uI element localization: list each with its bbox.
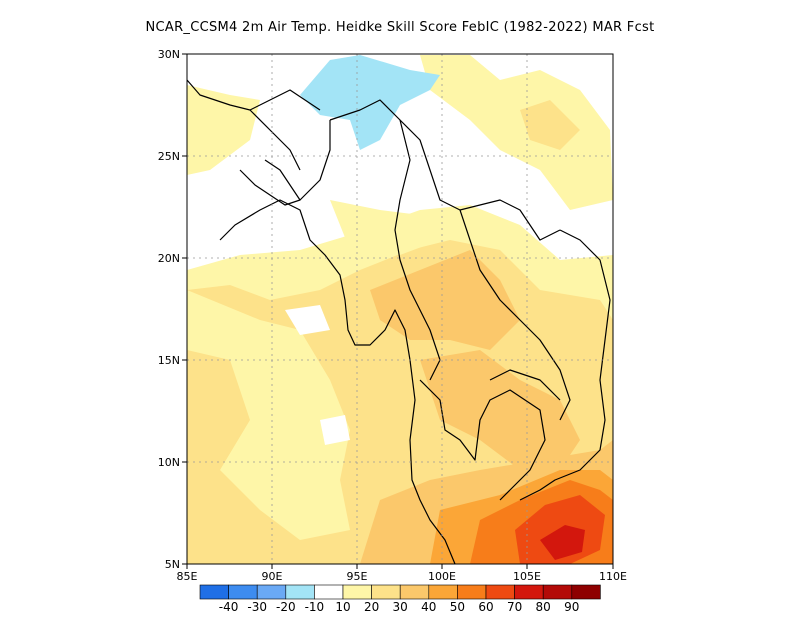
lat-tick-label: 5N	[165, 558, 180, 571]
colorbar-swatch	[399, 584, 430, 600]
lon-axis	[186, 564, 614, 569]
coastlines-and-borders	[187, 79, 611, 564]
skill-field	[187, 54, 613, 564]
lon-tick-label: 105E	[513, 570, 541, 583]
lon-tick-label: 95E	[347, 570, 368, 583]
lat-tick-label: 30N	[158, 48, 180, 61]
colorbar-label: 20	[364, 600, 379, 614]
colorbar-swatch	[342, 584, 372, 600]
plot-frame	[186, 53, 614, 565]
colorbar-swatch	[314, 584, 344, 600]
colorbar-label: 60	[478, 600, 493, 614]
colorbar-swatch	[457, 584, 487, 600]
colorbar-swatch	[256, 584, 287, 600]
lon-tick-label: 100E	[428, 570, 456, 583]
colorbar-swatch	[428, 584, 458, 600]
colorbar-label: 90	[564, 600, 579, 614]
colorbar-swatch	[542, 584, 573, 600]
graticule	[187, 54, 613, 564]
lon-tick-label: 85E	[177, 570, 198, 583]
lon-tick-label: 90E	[262, 570, 283, 583]
lon-tick-label: 110E	[599, 570, 627, 583]
colorbar-swatch	[285, 584, 315, 600]
colorbar-label: -10	[305, 600, 325, 614]
colorbar-label: 80	[536, 600, 551, 614]
colorbar-label: 70	[507, 600, 522, 614]
lat-tick-label: 25N	[158, 150, 180, 163]
colorbar-swatch	[514, 584, 544, 600]
colorbar-label: -40	[219, 600, 239, 614]
colorbar-swatch	[371, 584, 401, 600]
lat-axis	[182, 53, 187, 565]
colorbar-label: 50	[450, 600, 465, 614]
lat-tick-label: 20N	[158, 252, 180, 265]
colorbar-swatch	[199, 584, 229, 600]
colorbar-label: 10	[335, 600, 350, 614]
colorbar-swatch	[571, 584, 601, 600]
colorbar-label: 30	[393, 600, 408, 614]
colorbar-label: -20	[276, 600, 296, 614]
colorbar-label: 40	[421, 600, 436, 614]
colorbar-swatch	[485, 584, 515, 600]
colorbar: -40 -30 -20 -10 10 20 30 40 50 60 70 80 90	[199, 584, 601, 614]
colorbar-swatch	[228, 584, 258, 600]
colorbar-label: -30	[247, 600, 267, 614]
lat-tick-label: 10N	[158, 456, 180, 469]
lat-tick-label: 15N	[158, 354, 180, 367]
map-title: NCAR_CCSM4 2m Air Temp. Heidke Skill Sco…	[145, 20, 655, 35]
